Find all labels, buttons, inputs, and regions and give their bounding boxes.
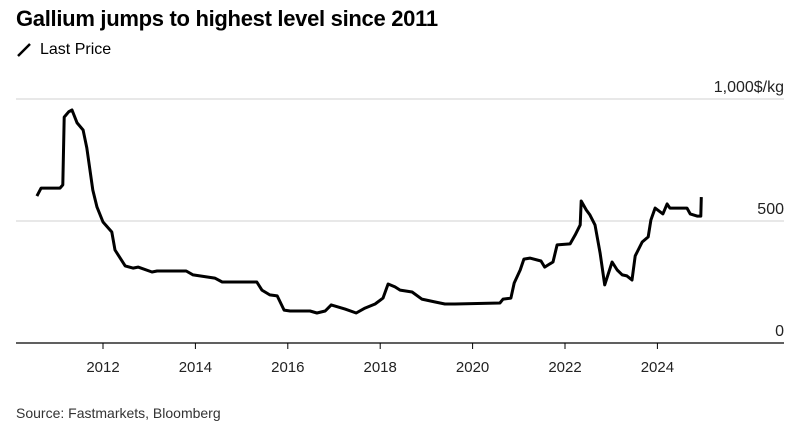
- x-tick-label: 2014: [179, 359, 212, 376]
- x-tick-label: 2018: [364, 359, 397, 376]
- line-swatch-icon: [17, 43, 31, 57]
- y-tick-label: 500: [757, 201, 784, 218]
- source-note: Source: Fastmarkets, Bloomberg: [16, 405, 221, 421]
- y-tick-label: 1,000$/kg: [714, 79, 784, 96]
- legend: Last Price: [16, 41, 111, 59]
- y-tick-label: 0: [775, 323, 784, 340]
- legend-label: Last Price: [40, 41, 112, 58]
- chart-title: Gallium jumps to highest level since 201…: [16, 6, 438, 31]
- x-tick-label: 2022: [548, 359, 581, 376]
- x-tick-label: 2020: [456, 359, 489, 376]
- series-line-last-price: [35, 108, 703, 315]
- x-tick-label: 2024: [641, 359, 674, 376]
- x-tick-label: 2016: [271, 359, 304, 376]
- x-tick-label: 2012: [86, 359, 119, 376]
